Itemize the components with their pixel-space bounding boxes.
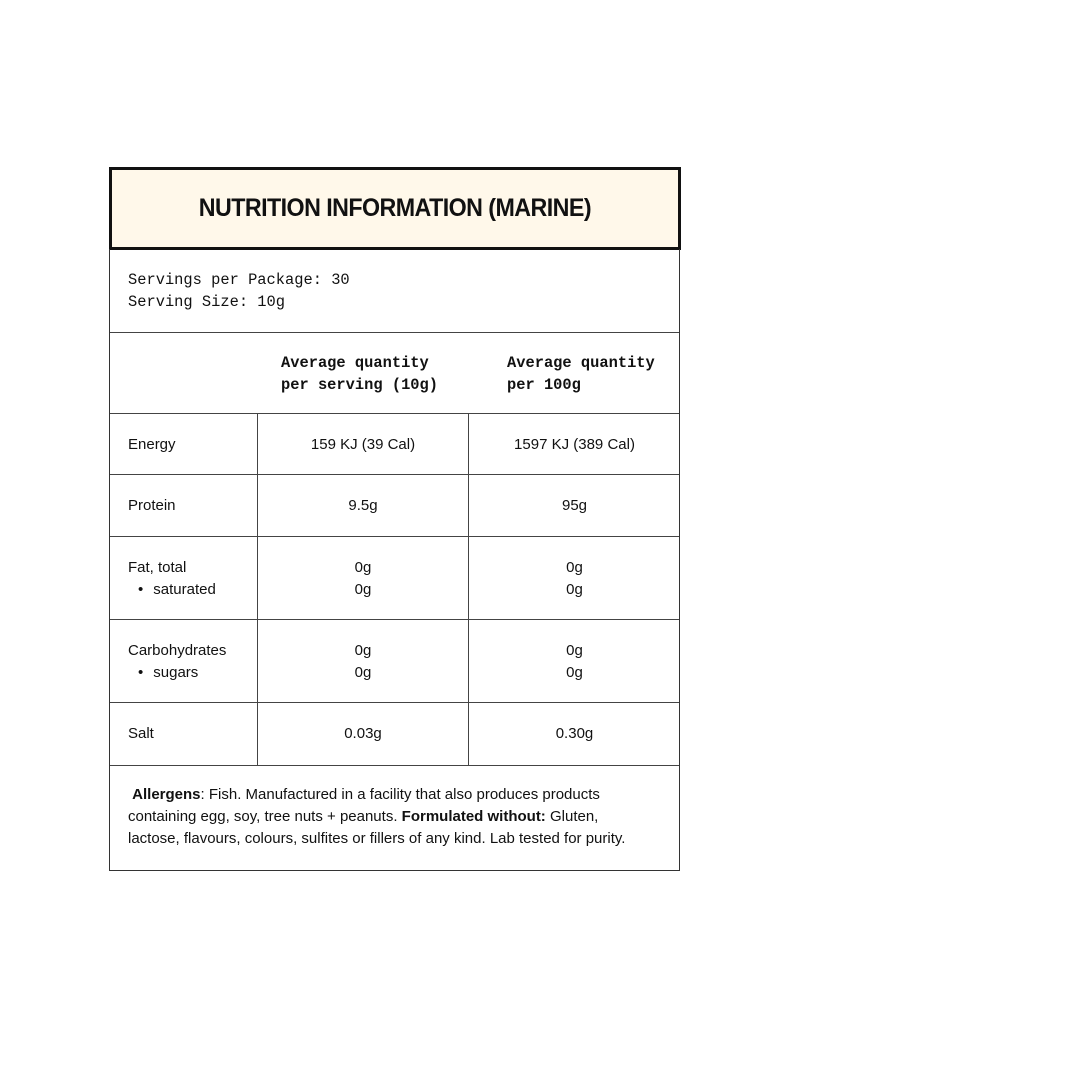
row-divider: [110, 536, 679, 537]
per-100g-value: 0g 0g: [469, 620, 680, 703]
column-divider: [257, 414, 258, 765]
row-divider: [110, 619, 679, 620]
page-title: NUTRITION INFORMATION (MARINE): [198, 194, 592, 222]
servings-per-package: Servings per Package: 30: [128, 271, 350, 289]
allergens-label: Allergens: [132, 786, 201, 803]
title-header: NUTRITION INFORMATION (MARINE): [109, 167, 681, 250]
value: 0g: [566, 641, 583, 659]
allergens-text: : Fish. Manufactured in a facility that …: [128, 786, 600, 825]
per-serving-value: 0g 0g: [258, 537, 468, 620]
row-divider: [110, 702, 679, 703]
value: 0.03g: [344, 725, 382, 742]
column-header-line: per serving (10g): [281, 375, 439, 394]
column-header-line: Average quantity: [281, 353, 429, 372]
nutrient-name: Protein: [128, 475, 176, 537]
value: 1597 KJ (389 Cal): [514, 435, 635, 453]
divider: [110, 413, 679, 414]
per-serving-value: 0.03g: [258, 703, 468, 765]
value: 0g: [354, 663, 372, 681]
value: 159 KJ (39 Cal): [310, 435, 416, 453]
nutrient-label: Protein: [128, 497, 176, 514]
column-header-line: Average quantity: [507, 353, 655, 372]
sub-nutrient-label: saturated: [128, 579, 216, 601]
per-100g-value: 1597 KJ (389 Cal): [469, 414, 680, 475]
nutrient-label: Energy: [128, 435, 176, 453]
per-100g-value: 0.30g: [469, 703, 680, 765]
nutrient-label: Carbohydrates: [128, 641, 227, 659]
divider: [110, 765, 679, 766]
column-header-per-100g: Average quantity per 100g: [507, 333, 655, 414]
per-serving-value: 0g 0g: [258, 620, 468, 703]
serving-size: Serving Size: 10g: [128, 293, 286, 311]
nutrition-table: Servings per Package: 30 Serving Size: 1…: [109, 249, 680, 871]
sub-nutrient-label: sugars: [128, 662, 226, 684]
nutrient-name: Carbohydrates sugars: [128, 620, 226, 703]
column-divider: [468, 414, 469, 765]
formulated-text: Gluten, lactose, flavours, colours, sulf…: [128, 808, 626, 847]
value: 0g: [566, 580, 583, 598]
per-serving-value: 159 KJ (39 Cal): [258, 414, 468, 475]
value: 0g: [566, 558, 583, 576]
formulated-label: Formulated without:: [401, 808, 546, 825]
row-divider: [110, 474, 679, 475]
column-header-per-serving: Average quantity per serving (10g): [281, 333, 438, 414]
value: 0.30g: [555, 725, 594, 742]
divider: [110, 332, 679, 333]
column-header-line: per 100g: [507, 375, 581, 394]
value: 0g: [566, 663, 583, 681]
nutrient-name: Fat, total saturated: [128, 537, 216, 620]
servings-info: Servings per Package: 30 Serving Size: 1…: [128, 249, 350, 333]
value: 0g: [354, 580, 372, 598]
value: 0g: [354, 558, 372, 576]
nutrient-label: Fat, total: [128, 558, 187, 576]
nutrient-name: Salt: [128, 703, 154, 765]
value: 0g: [354, 641, 372, 659]
nutrient-name: Energy: [128, 414, 176, 475]
per-100g-value: 95g: [469, 475, 680, 537]
nutrient-label: Salt: [128, 725, 154, 742]
per-serving-value: 9.5g: [258, 475, 468, 537]
allergen-statement: Allergens: Fish. Manufactured in a facil…: [128, 784, 649, 850]
value: 9.5g: [348, 497, 378, 514]
value: 95g: [561, 497, 588, 514]
per-100g-value: 0g 0g: [469, 537, 680, 620]
